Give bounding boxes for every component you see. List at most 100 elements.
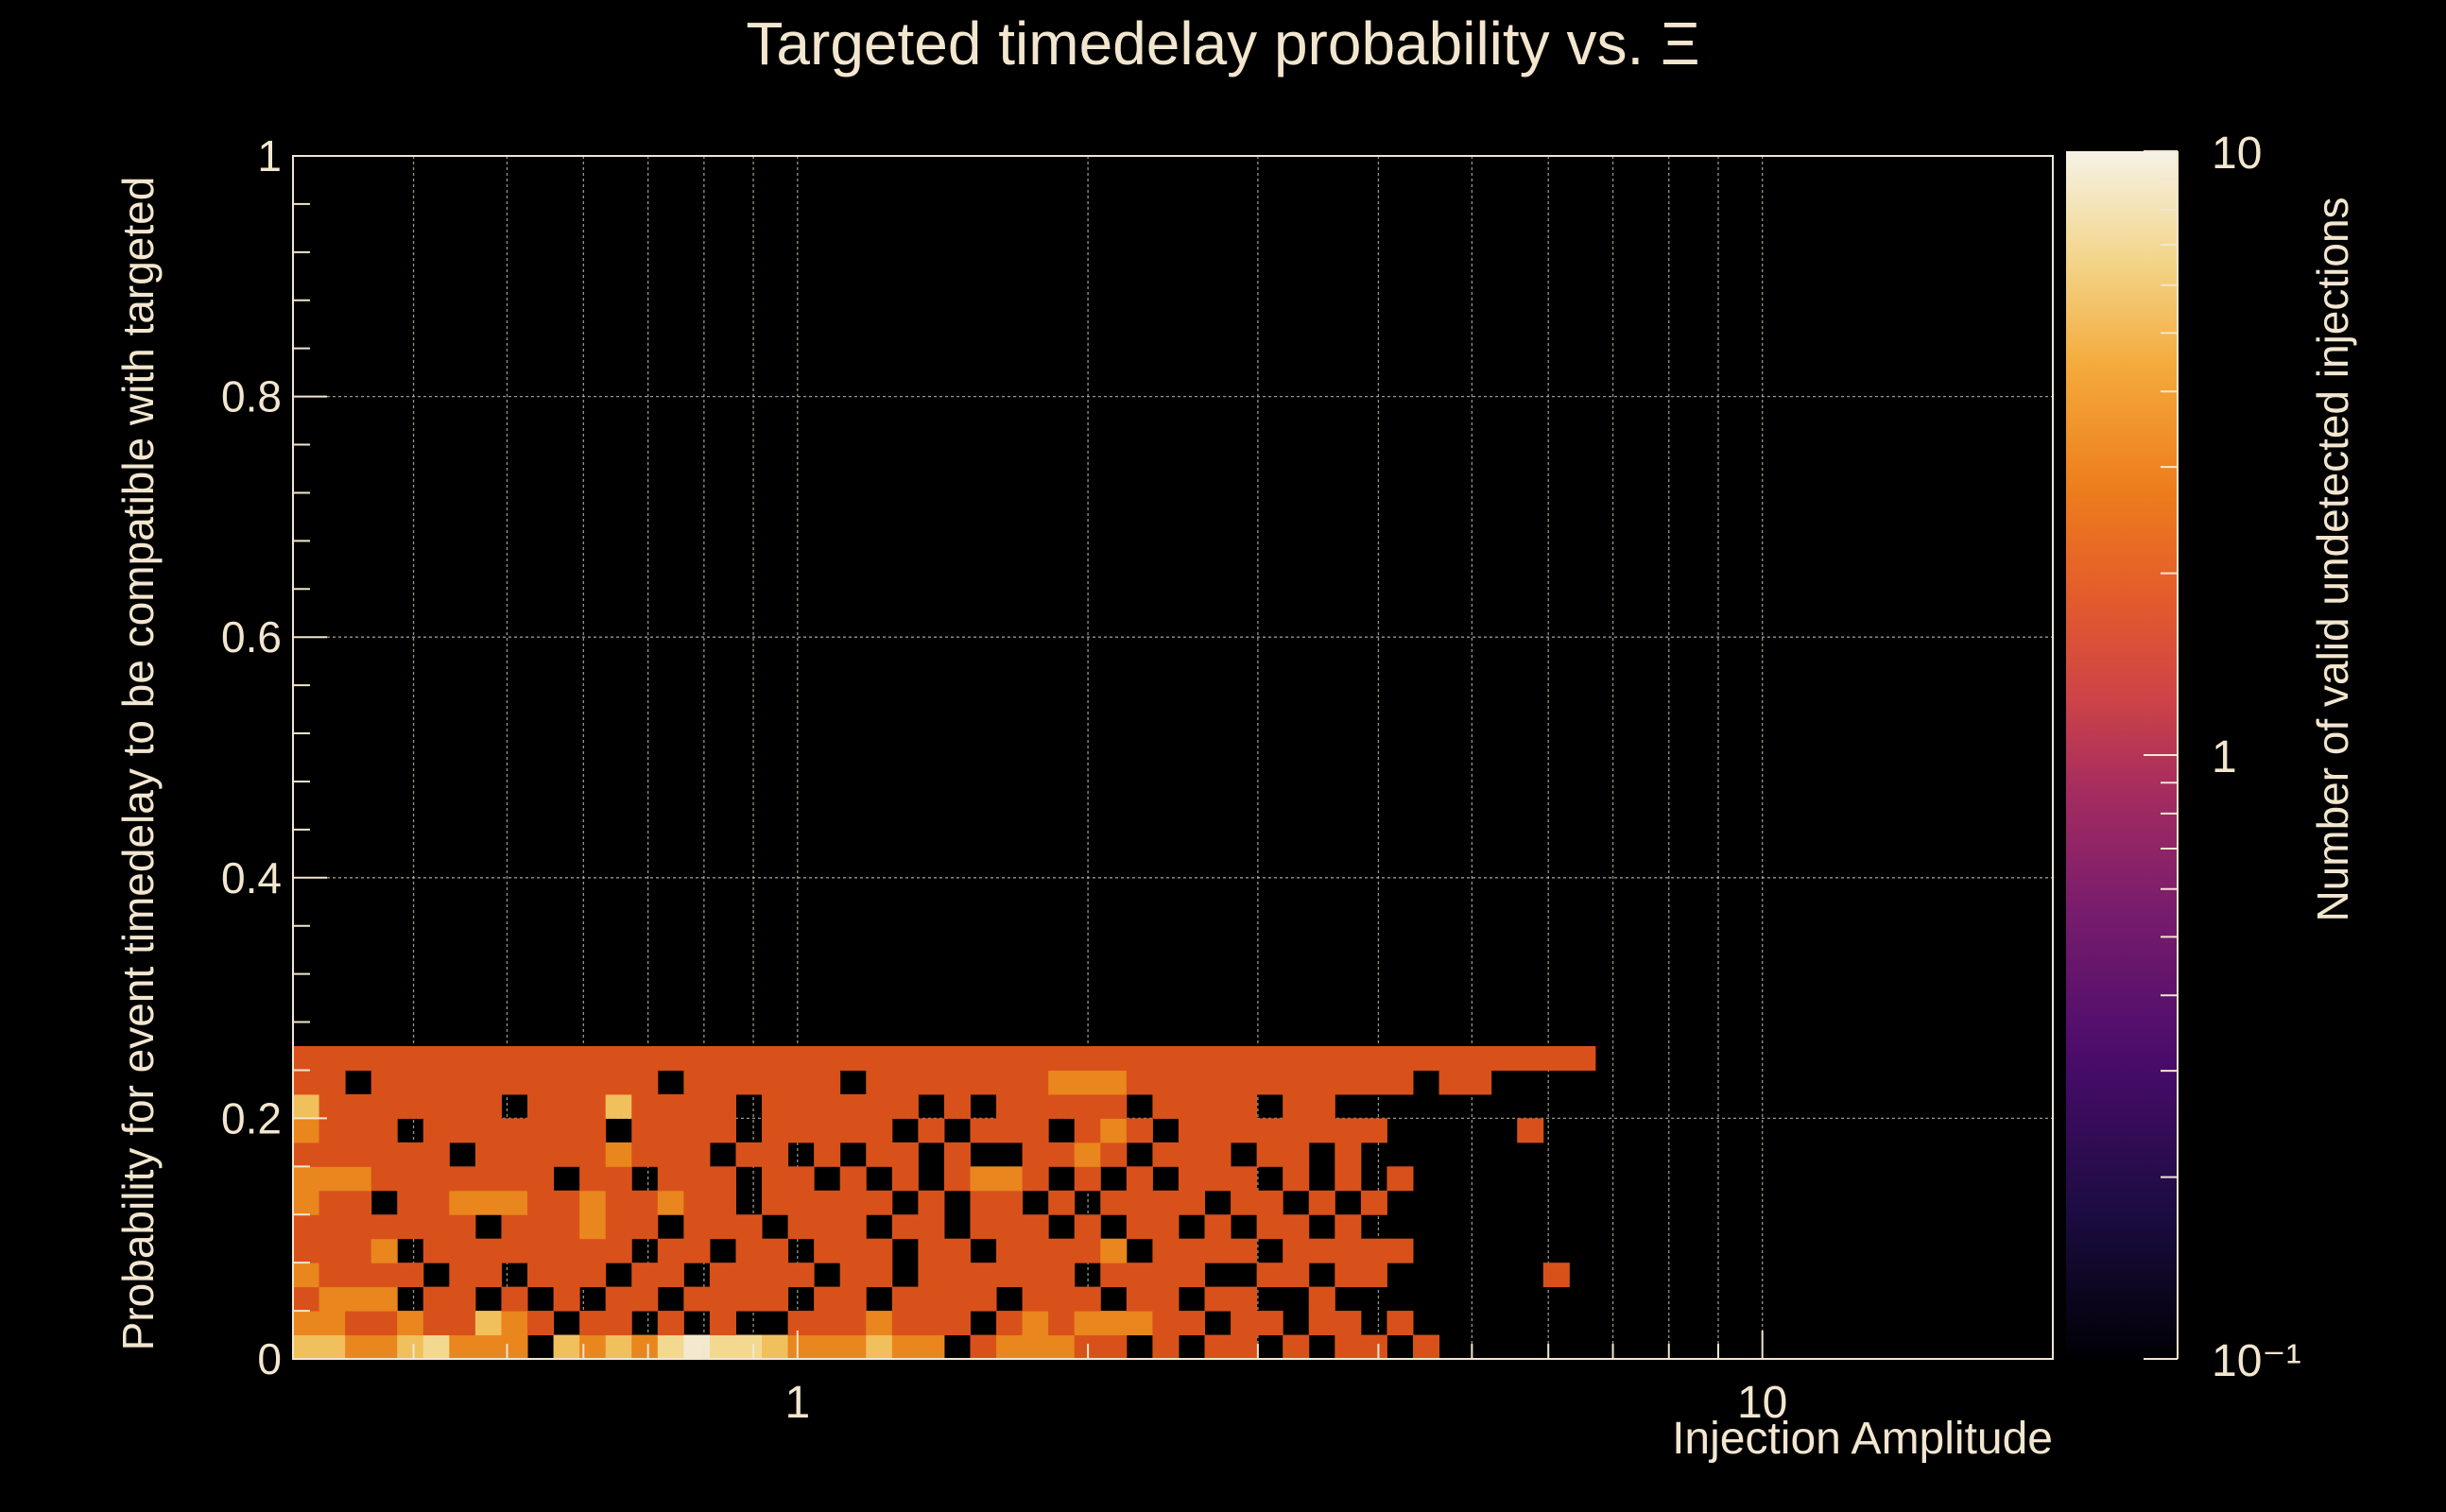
heatmap-cell bbox=[1048, 1311, 1076, 1336]
heatmap-cell bbox=[735, 1142, 763, 1167]
heatmap-cell bbox=[345, 1093, 372, 1119]
heatmap-cell bbox=[891, 1046, 919, 1071]
heatmap-cell bbox=[657, 1142, 684, 1167]
heatmap-cell bbox=[1283, 1070, 1310, 1095]
heatmap-cell bbox=[1100, 1118, 1128, 1143]
heatmap-cell bbox=[293, 1142, 320, 1167]
heatmap-cell bbox=[1438, 1046, 1466, 1071]
heatmap-cell bbox=[735, 1046, 763, 1071]
heatmap-cell bbox=[996, 1311, 1024, 1336]
heatmap-cell bbox=[943, 1238, 971, 1263]
heatmap-cell bbox=[683, 1238, 711, 1263]
heatmap-cell bbox=[397, 1311, 424, 1336]
heatmap-cell bbox=[1256, 1214, 1283, 1240]
heatmap-cell bbox=[839, 1093, 867, 1119]
heatmap-cell bbox=[422, 1238, 450, 1263]
heatmap-cell bbox=[293, 1070, 320, 1095]
heatmap-cell bbox=[1100, 1142, 1128, 1167]
heatmap-cell bbox=[1048, 1263, 1076, 1288]
heatmap-cell bbox=[1074, 1238, 1101, 1263]
heatmap-cell bbox=[735, 1070, 763, 1095]
heatmap-cell bbox=[1542, 1046, 1570, 1071]
heatmap-cell bbox=[1308, 1238, 1335, 1263]
heatmap-cell bbox=[1387, 1238, 1414, 1263]
heatmap-cell bbox=[319, 1238, 346, 1263]
heatmap-cell bbox=[474, 1238, 502, 1263]
heatmap-cell bbox=[1152, 1190, 1180, 1215]
heatmap-cell bbox=[943, 1166, 971, 1192]
heatmap-cell bbox=[1231, 1238, 1258, 1263]
heatmap-cell bbox=[1360, 1070, 1387, 1095]
heatmap-cell bbox=[579, 1214, 607, 1240]
heatmap-cell bbox=[422, 1093, 450, 1119]
heatmap-cell bbox=[1335, 1070, 1362, 1095]
heatmap-cell bbox=[866, 1263, 893, 1288]
heatmap-cell bbox=[943, 1093, 971, 1119]
heatmap-cell bbox=[1308, 1190, 1335, 1215]
heatmap-cell bbox=[943, 1142, 971, 1167]
heatmap-cell bbox=[709, 1334, 736, 1360]
heatmap-cell bbox=[918, 1046, 945, 1071]
heatmap-cell bbox=[787, 1311, 815, 1336]
heatmap-cell bbox=[891, 1093, 919, 1119]
heatmap-cell bbox=[631, 1286, 659, 1312]
heatmap-cell bbox=[553, 1238, 580, 1263]
heatmap-cell bbox=[1074, 1311, 1101, 1336]
heatmap-cell bbox=[1204, 1238, 1232, 1263]
heatmap-cell bbox=[449, 1190, 476, 1215]
heatmap-cell bbox=[735, 1286, 763, 1312]
heatmap-cell bbox=[891, 1286, 919, 1312]
heatmap-cell bbox=[501, 1214, 528, 1240]
heatmap-cell bbox=[996, 1214, 1024, 1240]
heatmap-cell bbox=[370, 1166, 398, 1192]
heatmap-cell bbox=[501, 1238, 528, 1263]
heatmap-cell bbox=[370, 1334, 398, 1360]
heatmap-cell bbox=[1048, 1238, 1076, 1263]
heatmap-cell bbox=[1569, 1046, 1596, 1071]
heatmap-cell bbox=[449, 1093, 476, 1119]
heatmap-cell bbox=[787, 1093, 815, 1119]
heatmap-cell bbox=[319, 1118, 346, 1143]
heatmap-cell bbox=[814, 1118, 841, 1143]
heatmap-cell bbox=[1152, 1238, 1180, 1263]
heatmap-cell bbox=[1126, 1070, 1153, 1095]
heatmap-cell bbox=[1022, 1046, 1049, 1071]
colorbar-tick-label: 1 bbox=[2212, 732, 2237, 782]
heatmap-cell bbox=[553, 1286, 580, 1312]
heatmap-cell bbox=[918, 1263, 945, 1288]
heatmap-cell bbox=[970, 1263, 997, 1288]
heatmap-cell bbox=[1178, 1166, 1206, 1192]
chart-title: Targeted timedelay probability vs. Ξ bbox=[746, 9, 1699, 77]
heatmap-cell bbox=[1152, 1214, 1180, 1240]
heatmap-cell bbox=[1152, 1046, 1180, 1071]
colorbar-label: Number of valid undetected injections bbox=[2308, 197, 2357, 921]
heatmap-cell bbox=[605, 1142, 632, 1167]
heatmap-cell bbox=[345, 1214, 372, 1240]
heatmap-cell bbox=[1048, 1190, 1076, 1215]
heatmap-cell bbox=[422, 1214, 450, 1240]
heatmap-cell bbox=[970, 1214, 997, 1240]
heatmap-cell bbox=[474, 1263, 502, 1288]
heatmap-cell bbox=[1308, 1286, 1335, 1312]
heatmap-cell bbox=[1126, 1214, 1153, 1240]
heatmap-cell bbox=[319, 1093, 346, 1119]
heatmap-cell bbox=[370, 1093, 398, 1119]
heatmap-cell bbox=[474, 1070, 502, 1095]
heatmap-cell bbox=[345, 1334, 372, 1360]
heatmap-cell bbox=[422, 1166, 450, 1192]
heatmap-cell bbox=[501, 1070, 528, 1095]
heatmap-cell bbox=[683, 1142, 711, 1167]
heatmap-cell bbox=[319, 1142, 346, 1167]
heatmap-cell bbox=[1360, 1263, 1387, 1288]
heatmap-cell bbox=[918, 1334, 945, 1360]
heatmap-cell bbox=[814, 1238, 841, 1263]
heatmap-cell bbox=[839, 1263, 867, 1288]
heatmap-cell bbox=[918, 1118, 945, 1143]
heatmap-cell bbox=[501, 1166, 528, 1192]
heatmap-cell bbox=[735, 1334, 763, 1360]
heatmap-cell bbox=[943, 1286, 971, 1312]
heatmap-cell bbox=[1048, 1334, 1076, 1360]
heatmap-cell bbox=[657, 1166, 684, 1192]
heatmap-cell bbox=[631, 1093, 659, 1119]
heatmap-cell bbox=[1178, 1190, 1206, 1215]
